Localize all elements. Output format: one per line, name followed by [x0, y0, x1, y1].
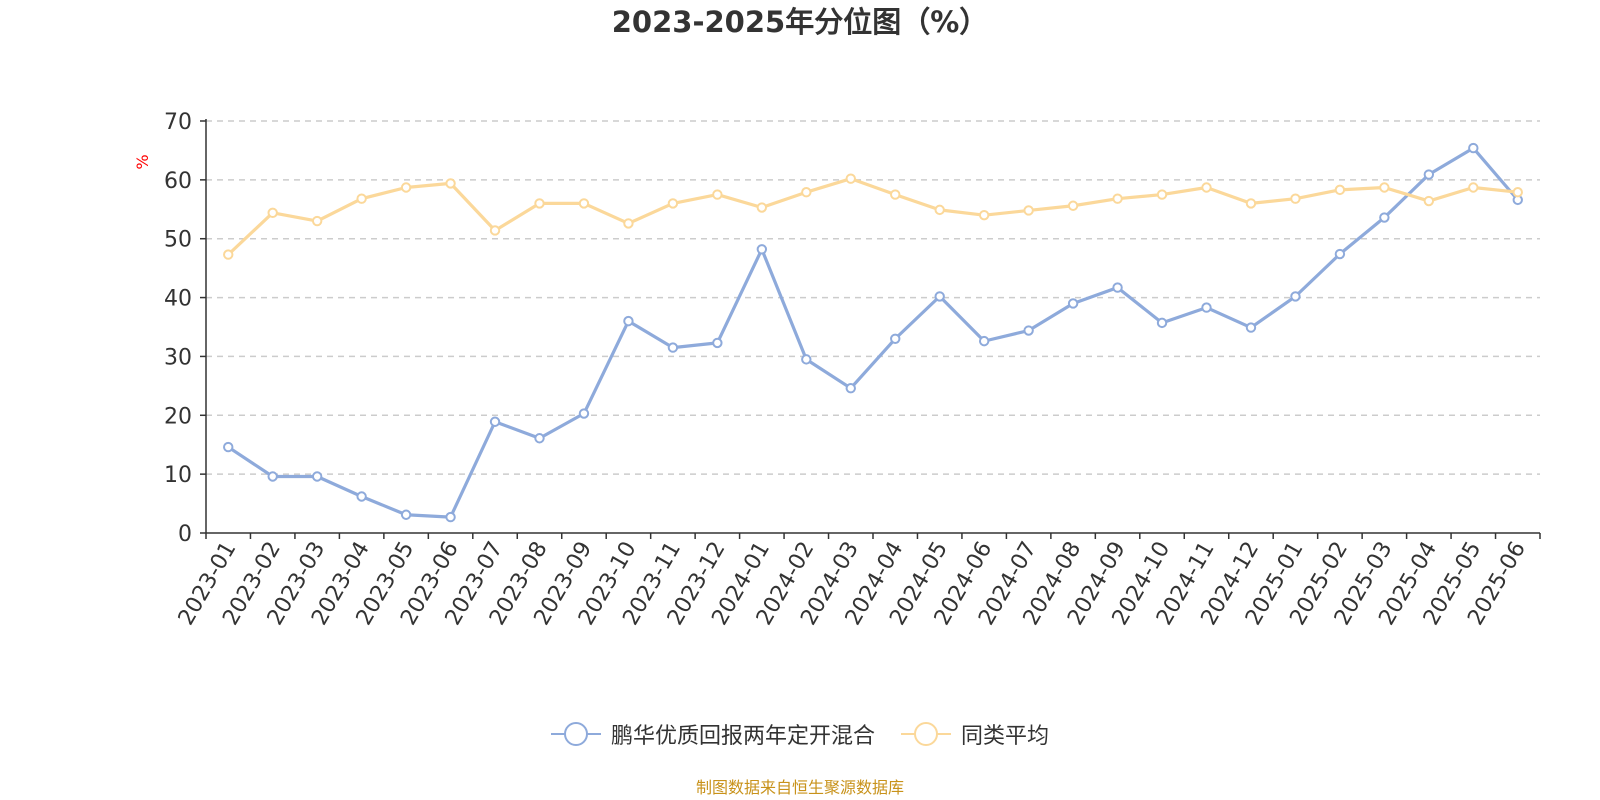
- data-point: [1423, 195, 1435, 207]
- legend-marker-peer-average-icon: [901, 722, 951, 746]
- data-point: [356, 491, 367, 502]
- data-point: [534, 433, 545, 444]
- data-point: [667, 198, 679, 209]
- data-point: [356, 193, 367, 204]
- legend-item-fund[interactable]: 鹏华优质回报两年定开混合: [550, 718, 875, 750]
- data-point: [1201, 182, 1212, 193]
- data-point: [445, 511, 456, 523]
- data-point: [934, 204, 945, 216]
- data-point: [1290, 193, 1301, 204]
- data-point: [712, 189, 723, 200]
- data-point: [845, 173, 856, 184]
- data-point: [578, 408, 590, 419]
- data-point: [1468, 182, 1479, 193]
- data-point: [890, 189, 901, 200]
- y-tick-label: 60: [164, 169, 192, 194]
- source-note: 制图数据来自恒生聚源数据库: [695, 778, 904, 797]
- data-point: [1112, 282, 1123, 293]
- data-point: [712, 337, 723, 349]
- data-point: [756, 244, 768, 255]
- data-point: [1334, 248, 1346, 260]
- series-1: [223, 173, 1523, 260]
- legend-label-fund: 鹏华优质回报两年定开混合: [610, 724, 875, 749]
- data-point: [223, 249, 234, 260]
- data-point: [1112, 193, 1123, 204]
- data-point: [1067, 200, 1079, 211]
- data-point: [445, 178, 456, 189]
- data-point: [890, 333, 901, 344]
- legend-marker-fund-icon: [550, 722, 601, 746]
- data-point: [801, 187, 812, 198]
- y-tick-label: 20: [164, 404, 192, 429]
- data-point: [1379, 212, 1390, 223]
- data-point: [1290, 291, 1301, 302]
- legend-item-peer-average[interactable]: 同类平均: [901, 718, 1049, 750]
- data-point: [1067, 298, 1079, 309]
- data-point: [1245, 322, 1257, 333]
- data-point: [978, 335, 990, 347]
- y-tick-label: 30: [164, 345, 192, 370]
- data-point: [1423, 169, 1435, 180]
- data-point: [311, 471, 323, 482]
- data-point: [311, 215, 323, 227]
- data-point: [267, 471, 278, 482]
- data-point: [978, 209, 990, 221]
- data-point: [1201, 302, 1212, 313]
- data-point: [845, 383, 856, 394]
- series-line: [227, 146, 1519, 519]
- y-tick-label: 10: [164, 463, 192, 488]
- data-point: [578, 198, 590, 209]
- data-point: [1023, 325, 1034, 336]
- y-tick-label: 40: [164, 287, 192, 312]
- data-point: [1156, 189, 1168, 200]
- data-point: [267, 207, 278, 219]
- data-point: [1468, 142, 1479, 154]
- data-point: [1379, 182, 1390, 193]
- data-point: [934, 291, 945, 302]
- data-point: [756, 202, 768, 213]
- data-point: [623, 218, 634, 229]
- data-point: [801, 354, 812, 365]
- data-point: [623, 315, 634, 327]
- legend-label-peer-average: 同类平均: [961, 724, 1050, 749]
- data-point: [1156, 317, 1168, 329]
- data-point: [1245, 198, 1257, 209]
- data-point: [1334, 184, 1346, 196]
- chart-title: 2023-2025年分位图（%）: [611, 5, 989, 39]
- data-point: [1023, 205, 1034, 216]
- y-axis-unit-label: %: [133, 154, 152, 169]
- data-point: [489, 416, 501, 427]
- data-point: [534, 198, 545, 209]
- data-point: [1512, 187, 1523, 198]
- data-point: [223, 441, 234, 453]
- data-point: [667, 342, 679, 353]
- data-point: [400, 182, 412, 193]
- y-tick-label: 0: [178, 522, 192, 547]
- y-tick-label: 70: [164, 110, 192, 135]
- data-point: [489, 225, 501, 236]
- data-point: [400, 509, 412, 520]
- y-tick-label: 50: [164, 228, 192, 253]
- series-0: [223, 142, 1523, 523]
- series-line: [227, 177, 1518, 256]
- legend[interactable]: 鹏华优质回报两年定开混合 同类平均: [0, 718, 1600, 750]
